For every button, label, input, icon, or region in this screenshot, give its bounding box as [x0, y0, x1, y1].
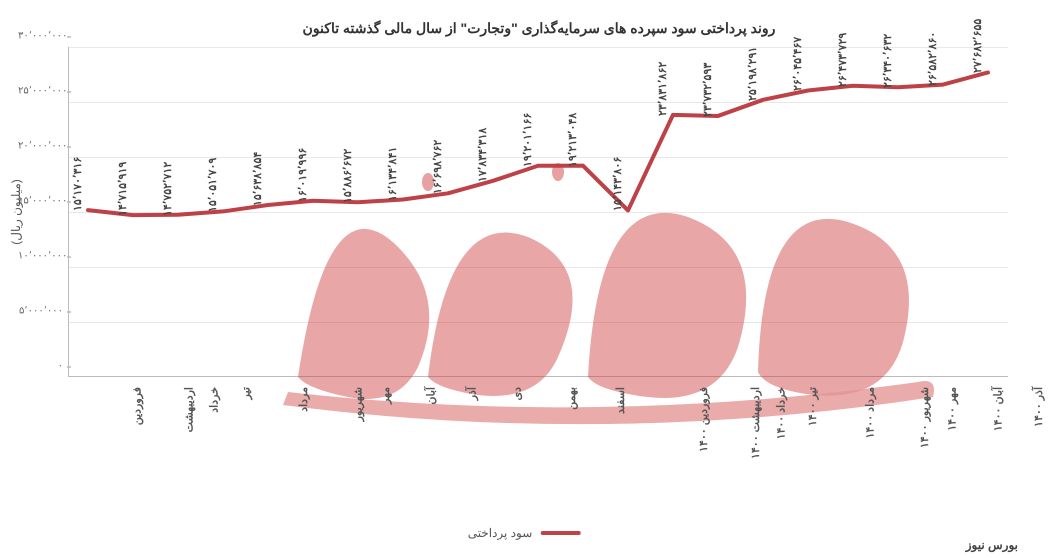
- chart-container: روند پرداختی سود سپرده های سرمایه‌گذاری …: [0, 0, 1048, 558]
- data-point-label: ۲۶٬۴۷۳٬۷۲۹: [836, 33, 849, 87]
- data-point-label: ۱۹٬۲۰۱٬۱۶۶: [521, 113, 534, 167]
- data-point-label: ۱۵٬۸۸۶٬۶۷۲: [341, 149, 354, 203]
- x-tick-label: آبان: [425, 387, 438, 405]
- data-point-label: ۲۳٬۷۳۲٬۵۹۳: [701, 63, 714, 117]
- data-point-label: ۱۷٬۸۳۴٬۳۱۸: [476, 128, 489, 182]
- x-tick-label: خرداد: [208, 387, 221, 413]
- y-tick: ۰: [18, 361, 63, 372]
- data-point-label: ۱۶٬۶۹۸٬۷۶۲: [431, 140, 444, 194]
- y-axis: ۰ ۵٬۰۰۰٬۰۰۰ ۱۰٬۰۰۰٬۰۰۰ ۱۵٬۰۰۰٬۰۰۰ ۲۰٬۰۰۰٬۰۰۰…: [18, 47, 68, 377]
- legend-label: سود پرداختی: [468, 526, 533, 540]
- x-tick-label: مهر: [379, 387, 392, 404]
- x-tick-label: مرداد ۱۴۰۰: [864, 387, 877, 439]
- y-tick: ۱۵٬۰۰۰٬۰۰۰: [18, 196, 63, 207]
- data-point-label: ۱۴٬۷۵۲٬۷۱۲: [161, 161, 174, 215]
- data-point-label: ۱۶٬۰۱۹٬۹۹۶: [296, 148, 309, 202]
- y-tick: ۲۰٬۰۰۰٬۰۰۰: [18, 141, 63, 152]
- x-tick-label: تیر: [239, 387, 252, 399]
- brand-text: بورس نیوز: [966, 538, 1018, 552]
- legend-swatch: [540, 531, 580, 535]
- x-tick-label: مرداد: [297, 387, 310, 412]
- y-tick: ۱۰٬۰۰۰٬۰۰۰: [18, 251, 63, 262]
- y-tick: ۲۵٬۰۰۰٬۰۰۰: [18, 86, 63, 97]
- line-series: [68, 47, 1008, 377]
- x-tick-label: فروردین: [130, 387, 143, 425]
- y-tick: ۳۰٬۰۰۰٬۰۰۰: [18, 31, 63, 42]
- data-point-label: ۲۵٬۱۹۸٬۲۹۱: [746, 47, 759, 101]
- x-tick-label: آذر ۱۴۰۰: [1032, 387, 1045, 427]
- data-point-label: ۲۶٬۵۸۲٬۸۶۰: [926, 31, 939, 85]
- data-point-label: ۱۵٬۶۳۸٬۸۵۴: [251, 152, 264, 206]
- data-point-label: ۱۵٬۰۵۱٬۷۰۹: [206, 158, 219, 212]
- data-point-label: ۲۶٬۳۴۰٬۶۳۲: [881, 34, 894, 88]
- y-axis-label: (میلیون ریال): [9, 179, 23, 245]
- x-tick-label: تیر ۱۴۰۰: [806, 387, 819, 426]
- x-tick-label: فروردین ۱۴۰۰: [697, 387, 710, 452]
- x-tick-label: شهریور: [351, 387, 364, 421]
- plot-area: ۰۵٬۰۰۰٬۰۰۰۱۰٬۰۰۰٬۰۰۰۱۵٬۰۰۰٬۰۰۰۲۰٬۰۰۰٬۰۰۰…: [68, 47, 1008, 377]
- x-tick-label: بهمن: [565, 387, 578, 410]
- x-tick-label: شهریور ۱۴۰۰: [918, 387, 931, 448]
- x-tick-label: آبان ۱۴۰۰: [991, 387, 1004, 431]
- data-point-label: ۱۶٬۱۳۴٬۸۴۱: [386, 146, 399, 200]
- data-point-label: ۲۷٬۶۸۲٬۶۵۵: [971, 19, 984, 73]
- data-point-label: ۲۳٬۸۳۱٬۸۶۲: [656, 62, 669, 116]
- data-point-label: ۲۶٬۰۴۵٬۴۶۷: [791, 37, 804, 91]
- data-point-label: ۱۹٬۲۱۳٬۰۴۸: [566, 112, 579, 166]
- x-tick-label: اردیبهشت: [182, 387, 195, 432]
- x-tick-label: آذر: [465, 387, 478, 400]
- chart-title: روند پرداختی سود سپرده های سرمایه‌گذاری …: [60, 20, 1018, 37]
- data-point-label: ۱۵٬۱۴۳٬۸۰۶: [611, 157, 624, 211]
- data-point-label: ۱۵٬۱۷۰٬۳۱۶: [71, 157, 84, 211]
- y-tick: ۵٬۰۰۰٬۰۰۰: [18, 306, 63, 317]
- x-tick-label: دی: [511, 387, 524, 401]
- x-tick-label: اردیبهشت ۱۴۰۰: [749, 387, 762, 459]
- x-tick-label: اسفند: [614, 387, 627, 414]
- legend: سود پرداختی: [468, 526, 581, 540]
- x-tick-label: مهر ۱۴۰۰: [946, 387, 959, 431]
- x-tick-label: خرداد ۱۴۰۰: [774, 387, 787, 439]
- data-point-label: ۱۴٬۷۱۵٬۹۱۹: [116, 162, 129, 216]
